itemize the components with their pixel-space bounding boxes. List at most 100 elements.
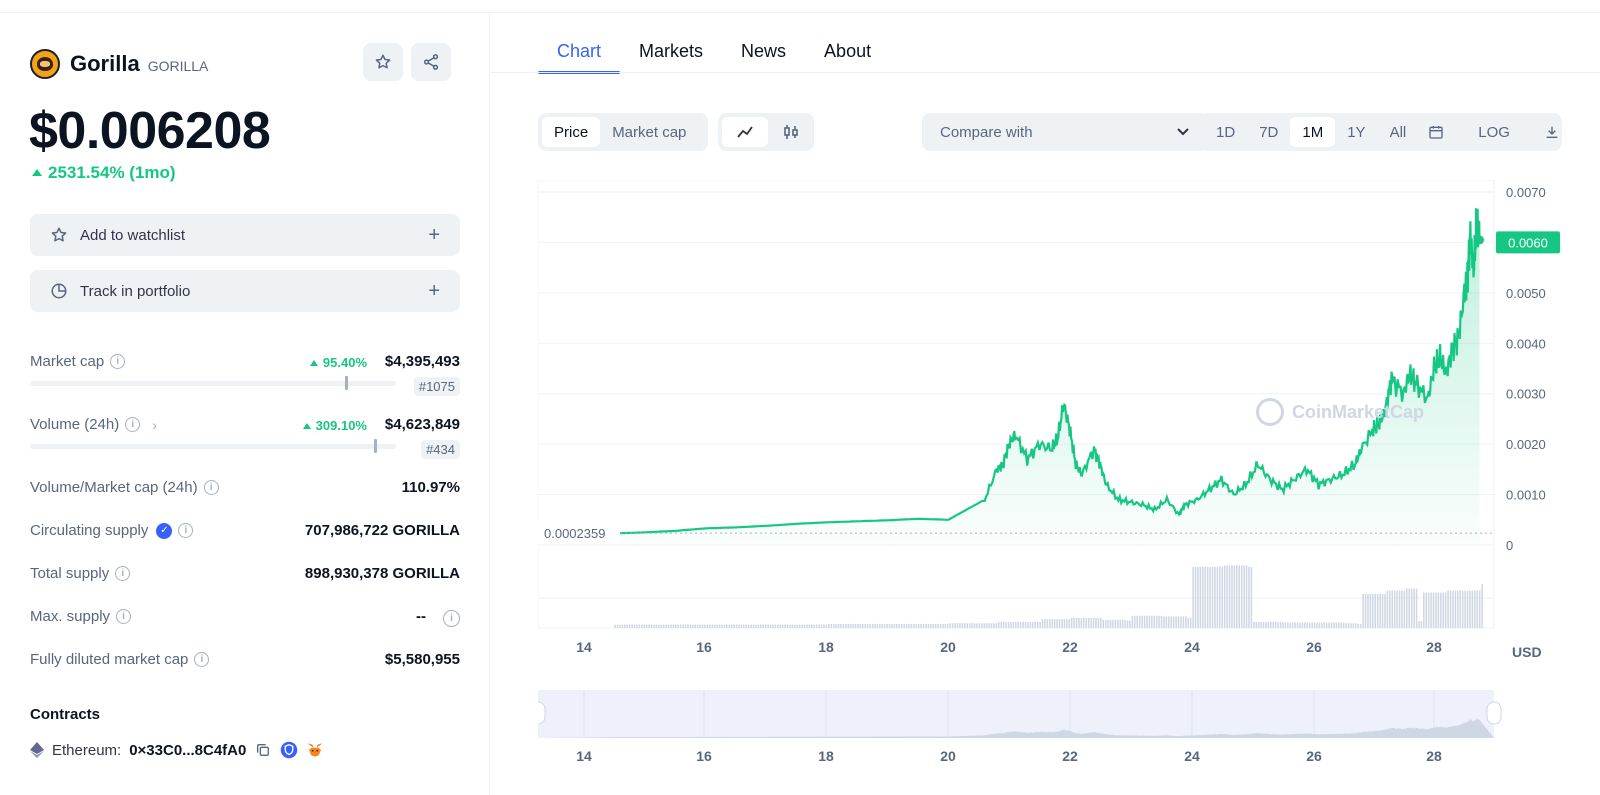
- share-icon: [423, 54, 439, 70]
- coin-price: $0.006208: [29, 102, 271, 160]
- range-selector: 1D 7D 1M 1Y All LOG: [1200, 113, 1562, 151]
- info-icon[interactable]: i: [443, 610, 460, 627]
- volume-bar: [1466, 590, 1469, 628]
- volume-bar: [713, 624, 716, 628]
- circulating-supply-value: 707,986,722 GORILLA: [304, 522, 460, 539]
- volume-bar: [689, 624, 692, 628]
- right-handle[interactable]: [1486, 701, 1502, 725]
- volume-bar: [1015, 621, 1017, 628]
- tab-markets[interactable]: Markets: [639, 41, 704, 61]
- share-button[interactable]: [411, 43, 451, 81]
- info-icon[interactable]: i: [110, 354, 126, 369]
- calendar-button[interactable]: [1418, 117, 1454, 147]
- volume-bar: [633, 624, 636, 628]
- volume-bar: [1175, 616, 1177, 628]
- tab-about[interactable]: About: [824, 41, 872, 61]
- compare-with-dropdown[interactable]: Compare with: [922, 113, 1208, 151]
- volume-bar: [1284, 622, 1287, 628]
- line-chart-button[interactable]: [722, 117, 768, 147]
- info-icon[interactable]: i: [115, 566, 131, 581]
- volume-bar: [985, 623, 988, 628]
- left-handle[interactable]: [538, 701, 546, 725]
- volume-bar: [1087, 617, 1090, 628]
- vol-mcap-value: 110.97%: [401, 479, 460, 496]
- volume-bar: [1427, 592, 1430, 628]
- compare-with-label: Compare with: [940, 123, 1033, 141]
- volume-bar: [1262, 621, 1265, 628]
- range-1y-button[interactable]: 1Y: [1347, 123, 1366, 141]
- volume-bar: [1075, 617, 1078, 628]
- info-icon[interactable]: i: [203, 480, 219, 495]
- volume-bar: [823, 624, 825, 628]
- volume-bar: [1219, 566, 1221, 628]
- candlestick-chart-button[interactable]: [768, 117, 814, 147]
- favorite-button[interactable]: [363, 43, 403, 81]
- range-all-button[interactable]: All: [1389, 123, 1407, 141]
- copy-icon[interactable]: [254, 741, 272, 759]
- volume-bar: [1019, 621, 1022, 628]
- volume-bar: [1265, 621, 1267, 628]
- volume-bar: [716, 624, 718, 628]
- x-tick-label: 24: [1184, 639, 1200, 655]
- add-to-watchlist-button[interactable]: Add to watchlist +: [30, 214, 460, 256]
- volume-bar: [830, 623, 832, 628]
- volume-bar: [730, 624, 733, 628]
- volume-bar: [1299, 622, 1301, 628]
- download-icon: [1546, 126, 1558, 138]
- range-7d-button[interactable]: 7D: [1259, 123, 1279, 141]
- metamask-icon[interactable]: [306, 741, 324, 759]
- contracts-heading: Contracts: [30, 706, 101, 723]
- volume-label[interactable]: Volume (24h) i ›: [30, 416, 157, 433]
- price-toggle-button[interactable]: Price: [542, 117, 601, 147]
- volume-bar: [1481, 583, 1483, 628]
- market-cap-label: Market cap i: [30, 353, 126, 370]
- info-icon[interactable]: i: [125, 417, 141, 432]
- info-icon[interactable]: i: [194, 652, 210, 667]
- range-1d-button[interactable]: 1D: [1216, 123, 1236, 141]
- volume-bar: [1163, 616, 1165, 628]
- volume-bar: [959, 623, 961, 628]
- vol-mcap-label: Volume/Market cap (24h): [30, 479, 198, 496]
- x-tick-label: 26: [1306, 639, 1322, 655]
- price-chart[interactable]: 0.0070 0.0050 0.0040 0.0030 0.0020 0.0010 0 14 1…: [538, 180, 1600, 780]
- volume-bar: [1352, 623, 1355, 628]
- volume-bar: [1228, 565, 1231, 628]
- volume-bar: [971, 623, 973, 628]
- volume-bar: [1461, 590, 1464, 628]
- volume-bar: [900, 623, 903, 628]
- volume-bar: [1355, 623, 1357, 628]
- line-chart-icon: [737, 126, 753, 138]
- volume-bar: [1338, 622, 1340, 628]
- download-button[interactable]: [1534, 117, 1570, 147]
- navigator-tick-label: 26: [1306, 748, 1322, 764]
- volume-bar: [1231, 565, 1233, 628]
- volume-bar: [1017, 621, 1019, 628]
- volume-bar: [655, 624, 658, 628]
- shield-icon[interactable]: [280, 741, 298, 759]
- range-1m-button[interactable]: 1M: [1290, 117, 1336, 147]
- volume-bar: [927, 623, 930, 628]
- info-icon[interactable]: i: [178, 523, 194, 538]
- tab-chart[interactable]: Chart: [538, 13, 621, 74]
- volume-bar: [706, 624, 709, 628]
- volume-bar: [798, 624, 801, 628]
- volume-bar: [818, 624, 820, 628]
- volume-bar: [784, 624, 786, 628]
- volume-bar: [1478, 590, 1481, 628]
- volume-bar: [835, 623, 837, 628]
- chevron-right-icon[interactable]: ›: [152, 416, 157, 433]
- volume-bar: [638, 624, 641, 628]
- log-scale-button[interactable]: LOG: [1478, 123, 1510, 141]
- price-area: [614, 208, 1480, 545]
- info-icon[interactable]: i: [116, 609, 132, 624]
- track-portfolio-button[interactable]: Track in portfolio +: [30, 270, 460, 312]
- market-cap-toggle-button[interactable]: Market cap: [612, 123, 687, 141]
- contract-address[interactable]: 0×33C0...8C4fA0: [129, 741, 247, 759]
- tab-news[interactable]: News: [741, 41, 787, 61]
- volume-bar: [1452, 590, 1454, 628]
- chevron-down-icon: [1177, 128, 1189, 136]
- fdmc-label: Fully diluted market cap: [30, 651, 189, 668]
- volume-bar: [976, 623, 978, 628]
- pie-chart-icon: [50, 282, 68, 300]
- volume-bar: [1401, 590, 1403, 628]
